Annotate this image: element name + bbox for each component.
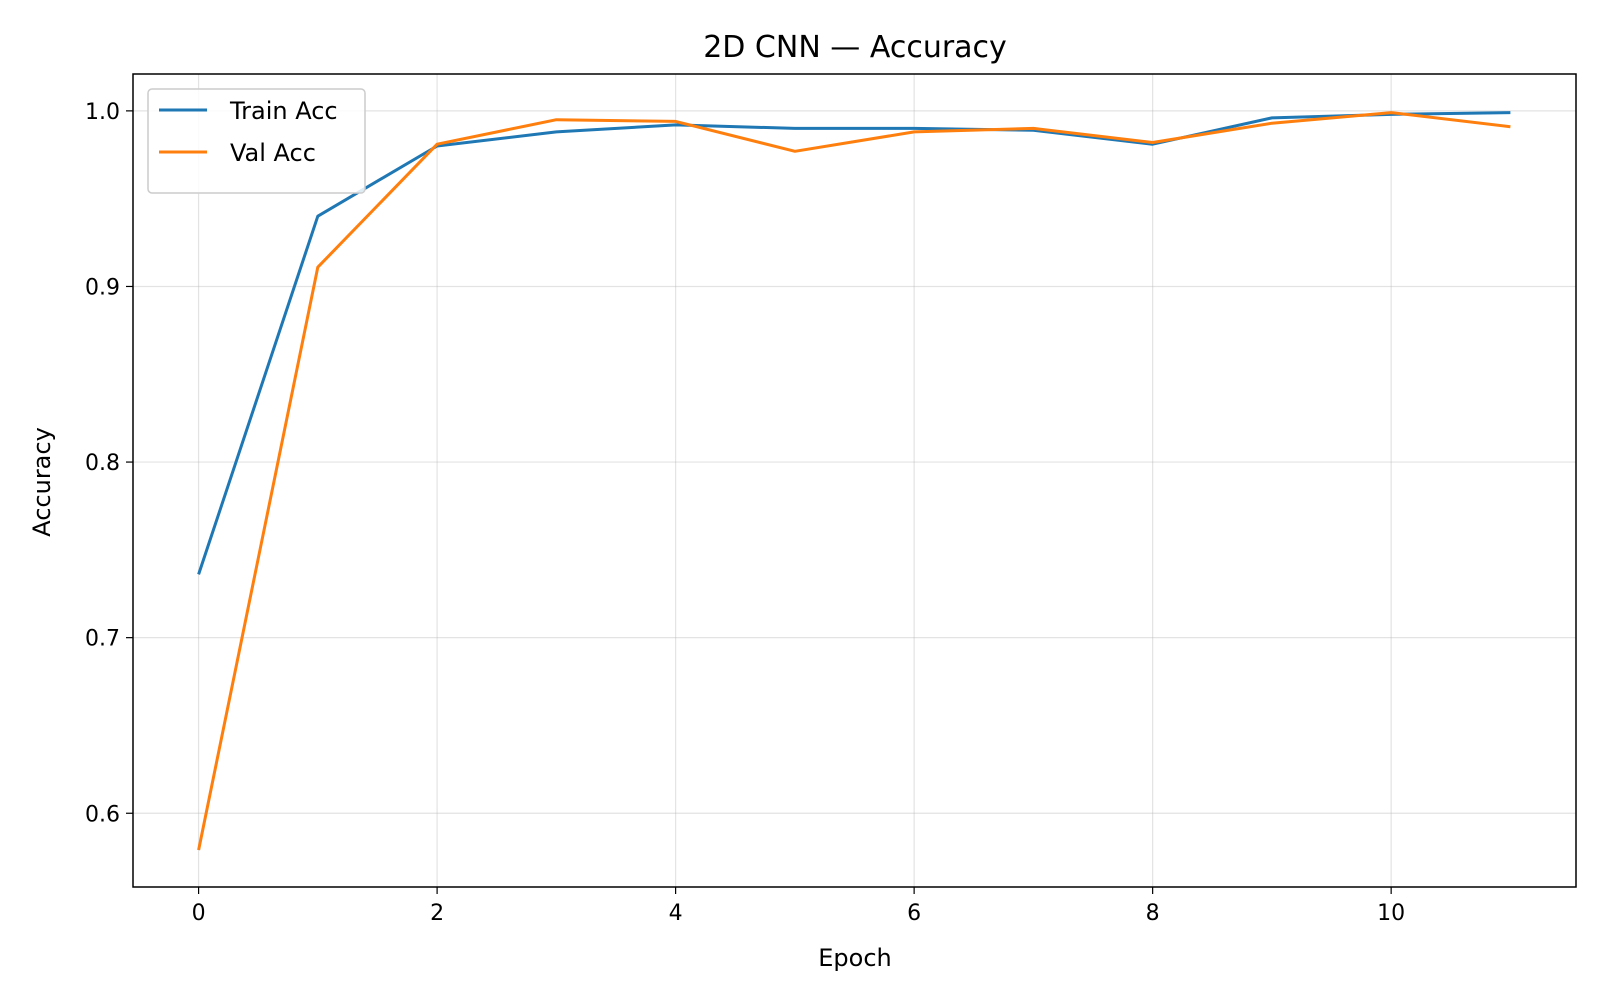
y-tick-label: 0.7 (85, 627, 120, 652)
series-lines (197, 111, 1511, 851)
legend-entry-label: Val Acc (230, 139, 316, 167)
x-tick-label: 0 (192, 901, 206, 926)
x-tick-label: 2 (430, 901, 444, 926)
chart-title: 2D CNN — Accuracy (703, 30, 1007, 65)
series-line-val-acc (197, 111, 1511, 851)
x-axis-label: Epoch (818, 944, 892, 972)
series-line-train-acc (197, 111, 1511, 575)
axis-ticks: 0 2 4 6 8 10 0.6 0.7 0.8 0.9 1.0 (85, 100, 1405, 926)
x-tick-label: 6 (907, 901, 921, 926)
plot-area-frame (132, 73, 1577, 888)
x-tick-label: 4 (669, 901, 683, 926)
legend: Train Acc Val Acc (147, 88, 366, 194)
y-tick-label: 1.0 (85, 100, 120, 125)
y-tick-label: 0.6 (85, 802, 120, 827)
legend-box (147, 88, 366, 194)
x-tick-label: 8 (1146, 901, 1160, 926)
grid (133, 74, 1576, 887)
y-tick-label: 0.8 (85, 451, 120, 476)
y-axis-label: Accuracy (28, 427, 56, 537)
y-tick-label: 0.9 (85, 275, 120, 300)
x-tick-label: 10 (1377, 901, 1405, 926)
legend-entry-label: Train Acc (229, 97, 338, 125)
